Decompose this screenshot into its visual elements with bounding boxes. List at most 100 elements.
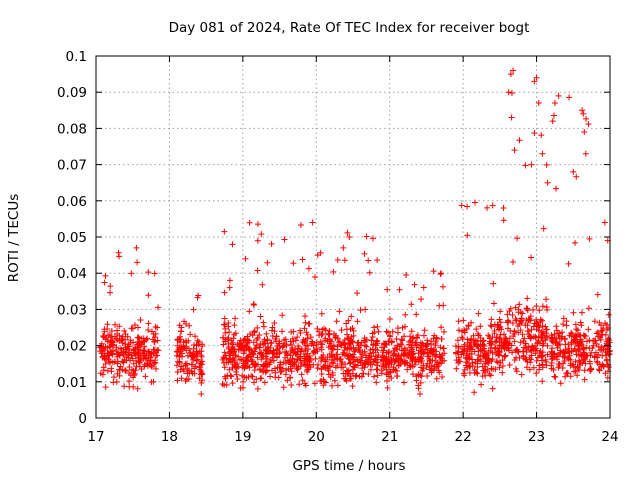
data-point (318, 377, 325, 384)
x-tick-label: 18 (161, 429, 178, 445)
data-point (455, 356, 462, 363)
data-point (250, 339, 257, 346)
data-point (441, 328, 448, 335)
data-point (311, 380, 318, 387)
data-point (400, 352, 407, 359)
data-point (583, 115, 590, 122)
data-point (229, 241, 236, 248)
data-point (309, 219, 316, 226)
data-point (302, 355, 309, 362)
data-point (562, 335, 569, 342)
data-point (555, 364, 562, 371)
data-point (373, 379, 380, 386)
data-point (361, 250, 368, 257)
data-point (361, 337, 368, 344)
data-point (222, 352, 229, 359)
data-point (453, 365, 460, 372)
data-point (136, 359, 143, 366)
data-point (362, 306, 369, 313)
data-point (487, 322, 494, 329)
data-point (408, 344, 415, 351)
data-point (604, 361, 611, 368)
data-point (554, 342, 561, 349)
data-point (130, 374, 137, 381)
data-point (527, 359, 534, 366)
data-point (114, 336, 121, 343)
data-point (420, 284, 427, 291)
data-point (542, 323, 549, 330)
data-point (196, 375, 203, 382)
data-point (461, 329, 468, 336)
data-point (488, 323, 495, 330)
data-point (500, 217, 507, 224)
data-point (472, 199, 479, 206)
data-point (368, 337, 375, 344)
data-point (322, 335, 329, 342)
data-point (133, 357, 140, 364)
y-tick-label: 0.02 (57, 339, 87, 355)
data-point (121, 383, 128, 390)
data-point (281, 236, 288, 243)
data-point (119, 358, 126, 365)
data-point (461, 343, 468, 350)
data-point (489, 349, 496, 356)
data-point (465, 322, 472, 329)
data-point (393, 346, 400, 353)
data-point (573, 334, 580, 341)
data-point (106, 352, 113, 359)
data-point (254, 267, 261, 274)
data-point (240, 378, 247, 385)
data-point (173, 362, 180, 369)
y-tick-label: 0.04 (57, 266, 87, 282)
data-point (441, 350, 448, 357)
data-point (508, 114, 515, 121)
data-point (338, 327, 345, 334)
data-point (492, 366, 499, 373)
data-point (196, 348, 203, 355)
data-point (283, 367, 290, 374)
data-point (235, 353, 242, 360)
data-point (403, 272, 410, 279)
data-point (455, 327, 462, 334)
data-point (553, 327, 560, 334)
data-point (257, 375, 264, 382)
data-point (536, 362, 543, 369)
data-point (118, 347, 125, 354)
data-point (246, 219, 253, 226)
data-point (198, 390, 205, 397)
data-point (596, 319, 603, 326)
data-point (363, 233, 370, 240)
data-point (486, 370, 493, 377)
chart-title: Day 081 of 2024, Rate Of TEC Index for r… (169, 20, 530, 36)
data-point (233, 371, 240, 378)
data-point (463, 326, 470, 333)
data-point (250, 301, 257, 308)
data-point (393, 368, 400, 375)
data-point (384, 286, 391, 293)
data-point (580, 344, 587, 351)
data-point (501, 331, 508, 338)
data-point (108, 328, 115, 335)
data-point (222, 375, 229, 382)
data-point (221, 228, 228, 235)
grid-lines (96, 56, 610, 418)
data-point (488, 365, 495, 372)
data-point (268, 240, 275, 247)
data-point (256, 331, 263, 338)
data-point (257, 313, 264, 320)
data-point (401, 360, 408, 367)
data-point (408, 301, 415, 308)
data-point (251, 379, 258, 386)
data-point (513, 317, 520, 324)
data-point (196, 364, 203, 371)
data-point (537, 316, 544, 323)
data-point (543, 296, 550, 303)
data-point (455, 343, 462, 350)
data-point (296, 381, 303, 388)
data-point (378, 344, 385, 351)
data-point (288, 368, 295, 375)
data-point (321, 364, 328, 371)
data-point (269, 324, 276, 331)
data-point (152, 323, 159, 330)
data-point (499, 357, 506, 364)
